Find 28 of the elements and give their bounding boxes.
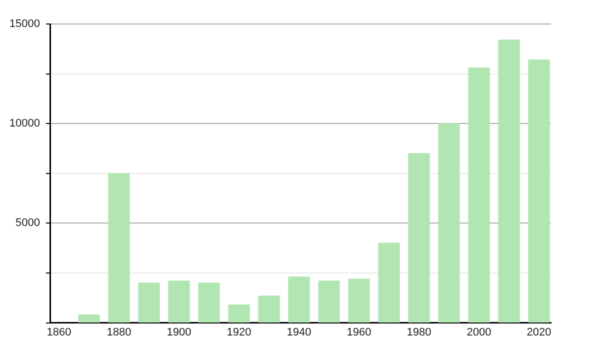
- x-tick-label: 1920: [226, 326, 252, 338]
- bar: [108, 173, 130, 323]
- bar: [318, 280, 340, 323]
- bar: [528, 60, 550, 323]
- x-tick-label: 2020: [526, 326, 552, 338]
- bar: [468, 67, 490, 323]
- x-tick-label: 1880: [106, 326, 132, 338]
- bar: [408, 153, 430, 323]
- bar: [378, 242, 400, 323]
- x-tick-label: 2000: [466, 326, 492, 338]
- bar: [348, 278, 370, 323]
- y-tick-label: 10000: [9, 118, 40, 130]
- x-tick-label: 1960: [346, 326, 372, 338]
- bar: [198, 282, 220, 323]
- bar: [168, 280, 190, 323]
- bar: [498, 40, 520, 323]
- x-tick-label: 1940: [286, 326, 312, 338]
- bar: [138, 282, 160, 323]
- bar: [288, 276, 310, 323]
- bar: [228, 304, 250, 323]
- x-tick-label: 1900: [166, 326, 192, 338]
- y-tick-label: 15000: [9, 18, 40, 30]
- x-tick-label: 1860: [46, 326, 72, 338]
- bar: [438, 123, 460, 323]
- y-tick-label: 5000: [16, 217, 40, 230]
- bar: [258, 296, 280, 323]
- bar: [78, 314, 100, 323]
- x-tick-label: 1980: [406, 326, 432, 338]
